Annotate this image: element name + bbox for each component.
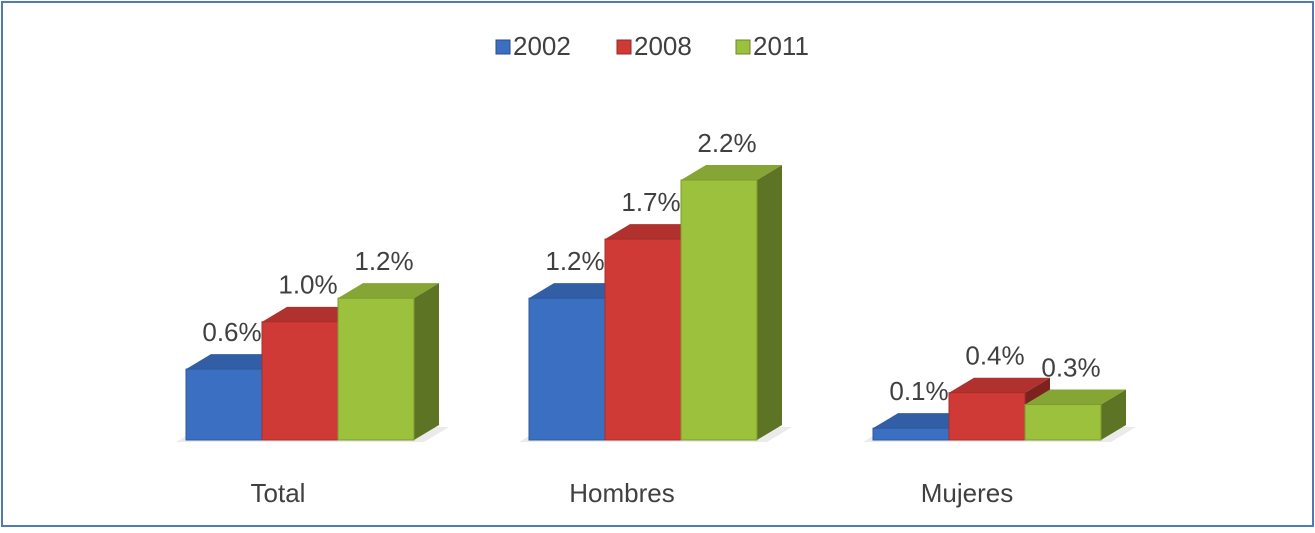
x-tick-label: Hombres (569, 478, 674, 508)
legend-label: 2008 (634, 31, 692, 61)
bar-top (949, 377, 1050, 393)
bar-top (1025, 389, 1126, 405)
bar-front (948, 392, 1026, 441)
bar-top (338, 283, 439, 299)
legend-label: 2011 (753, 31, 809, 61)
bar-front (1024, 404, 1102, 441)
data-label: 1.2% (354, 246, 413, 276)
bar-side (414, 283, 439, 440)
bar-front (872, 427, 950, 441)
legend-label: 2002 (513, 31, 571, 61)
data-label: 1.0% (278, 270, 337, 300)
x-tick-label: Total (251, 478, 306, 508)
legend-swatch (495, 39, 511, 55)
bar-top (681, 165, 782, 180)
bar-side (1101, 389, 1126, 440)
x-tick-label: Mujeres (921, 478, 1013, 508)
legend-swatch (735, 39, 751, 55)
bar (680, 165, 782, 441)
data-label: 0.3% (1041, 352, 1100, 382)
legend-swatch (616, 39, 632, 55)
bar-front (604, 238, 682, 441)
data-label: 0.4% (965, 341, 1024, 371)
bar-front (261, 321, 339, 441)
data-label: 1.2% (545, 246, 604, 276)
bar-side (757, 165, 782, 440)
bar-front (680, 179, 758, 441)
bar (1024, 389, 1126, 441)
data-label: 0.6% (202, 317, 261, 347)
bar-front (337, 297, 415, 441)
bar-front (185, 368, 263, 441)
data-label: 2.2% (697, 128, 756, 158)
data-label: 0.1% (889, 376, 948, 406)
data-label: 1.7% (621, 187, 680, 217)
bar-front (528, 297, 606, 441)
bar (337, 283, 439, 441)
